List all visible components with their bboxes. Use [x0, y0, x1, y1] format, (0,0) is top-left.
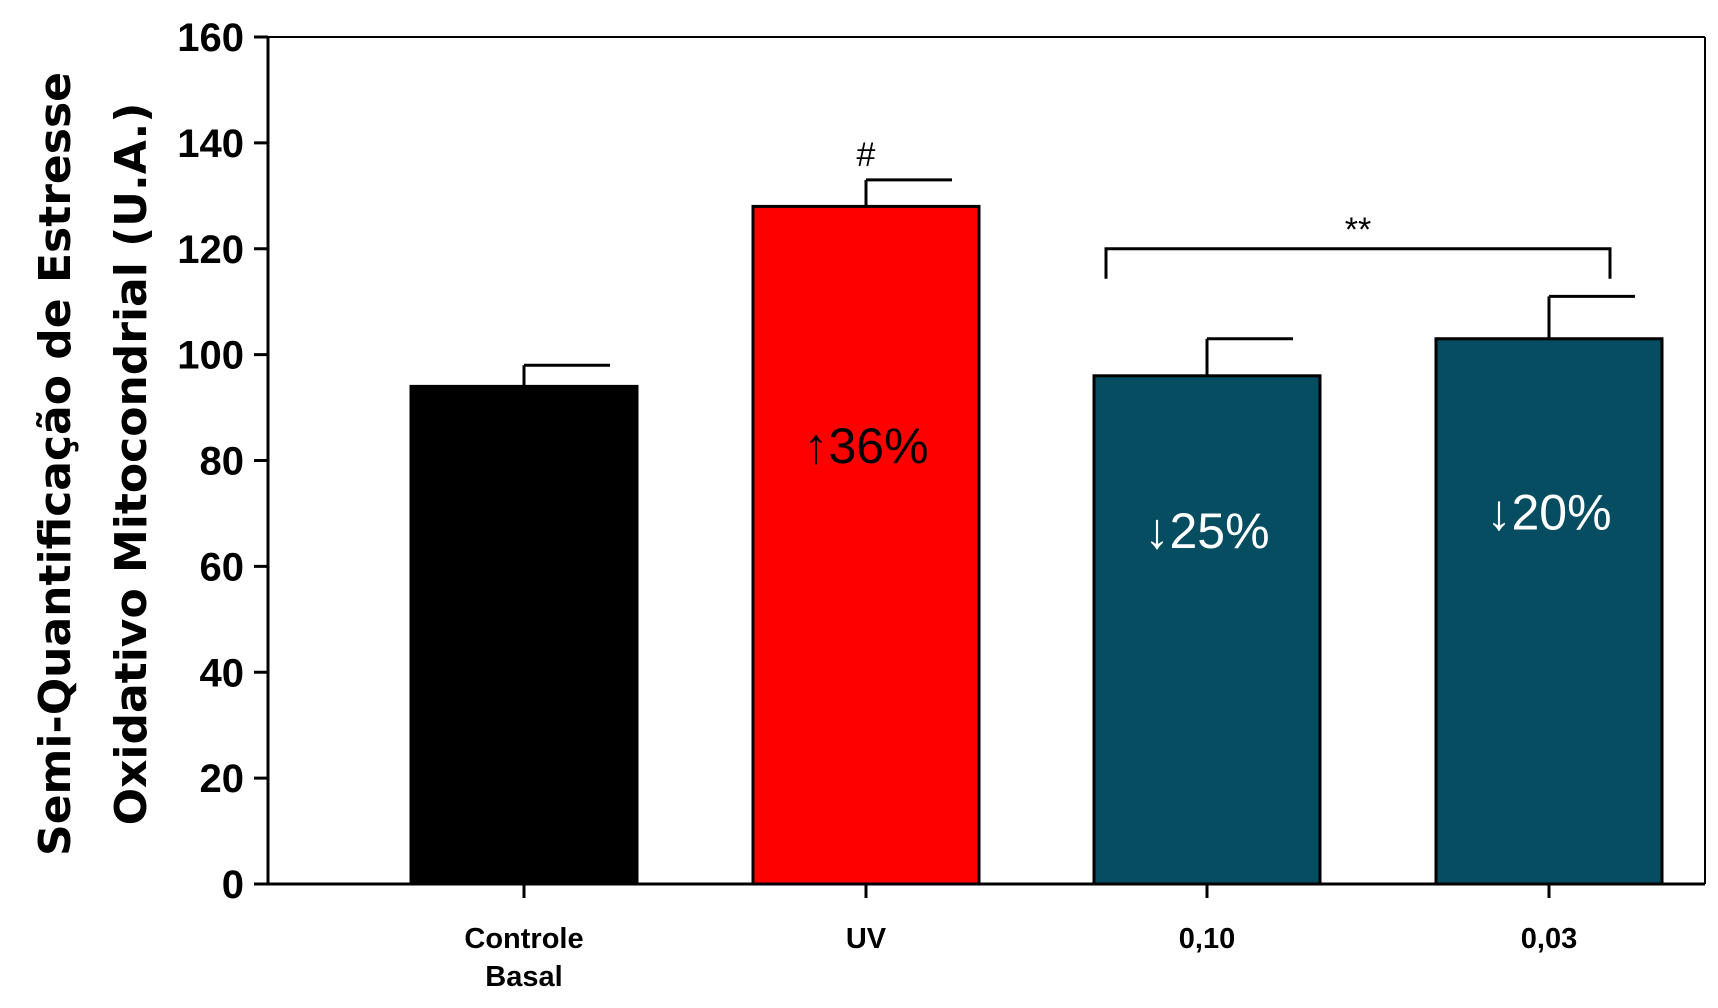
x-category-label: Basal — [485, 961, 562, 993]
y-tick-label: 80 — [200, 440, 245, 484]
x-category-label: Controle — [464, 923, 583, 955]
bar-percent-label: ↓20% — [1486, 484, 1611, 540]
bar-percent-label: ↓25% — [1144, 503, 1269, 559]
y-tick-label: 160 — [177, 16, 244, 60]
significance-marker: # — [857, 136, 876, 174]
plot-area: 0 20 40 60 80 100 120 140 160 Controle Basal ↑36% UV… — [177, 16, 1706, 993]
bar — [751, 204, 981, 886]
y-tick-label: 140 — [177, 122, 244, 166]
y-axis-label-line-2: Oxidativo Mitocondrial (U.A.) — [106, 103, 157, 826]
y-axis-label: Semi-Quantificação de Estresse Oxidativo… — [30, 72, 157, 856]
x-category-label: 0,03 — [1521, 923, 1577, 955]
bar — [1092, 374, 1322, 886]
significance-marker: ** — [1345, 211, 1371, 249]
y-axis-label-line-1: Semi-Quantificação de Estresse — [30, 72, 81, 856]
x-category-label: UV — [846, 923, 887, 955]
y-tick-label: 100 — [177, 334, 244, 378]
significance-bracket — [1104, 247, 1612, 279]
y-tick-label: 40 — [200, 651, 245, 695]
bar — [409, 384, 639, 886]
x-category-label: 0,10 — [1179, 923, 1235, 955]
y-tick-label: 20 — [200, 757, 245, 801]
y-tick-label: 0 — [222, 863, 244, 907]
bar — [1434, 337, 1664, 886]
y-tick-label: 60 — [200, 545, 245, 589]
bar-percent-label: ↑36% — [803, 418, 928, 474]
y-tick-label: 120 — [177, 228, 244, 272]
